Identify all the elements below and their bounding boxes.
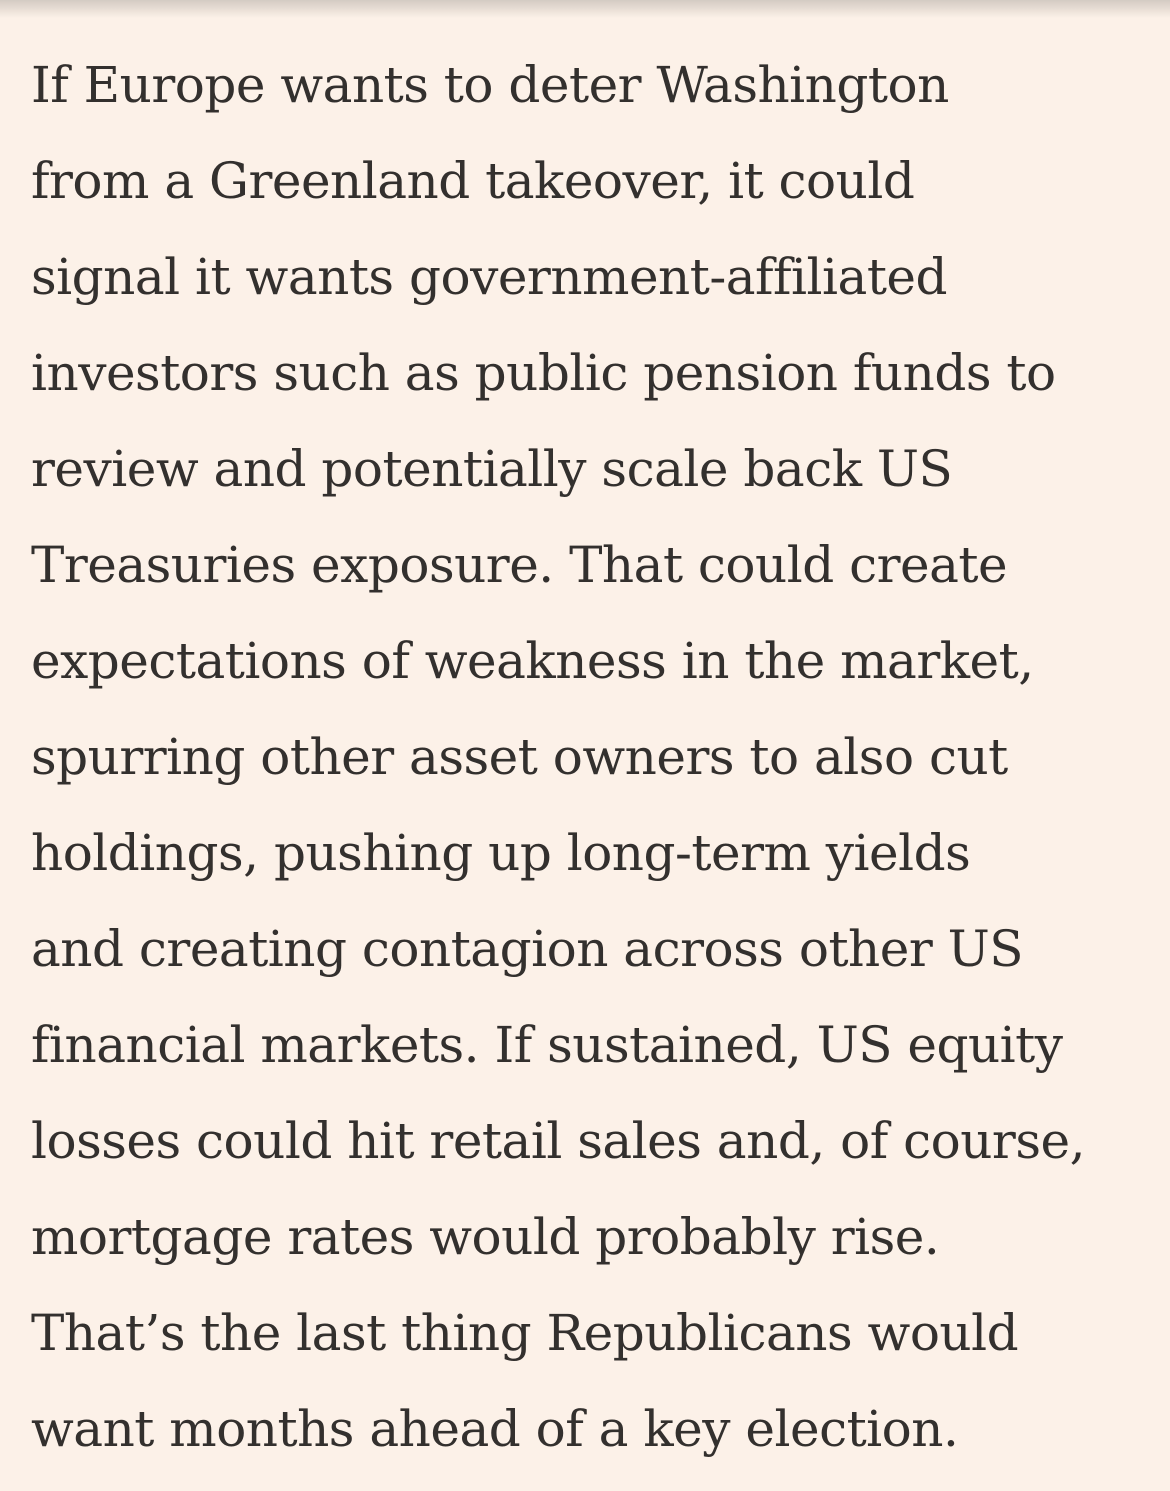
paragraph-line: and creating contagion across other US: [31, 920, 1024, 978]
paragraph-line: losses could hit retail sales and, of co…: [31, 1112, 1085, 1170]
paragraph-line: want months ahead of a key election.: [31, 1400, 959, 1458]
paragraph-line: Treasuries exposure. That could create: [31, 536, 1008, 594]
top-shadow: [0, 0, 1170, 18]
article-body: If Europe wants to deter Washington from…: [31, 37, 1151, 1477]
paragraph-line: review and potentially scale back US: [31, 440, 953, 498]
paragraph-line: signal it wants government-affiliated: [31, 248, 948, 306]
paragraph-line: spurring other asset owners to also cut: [31, 728, 1008, 786]
paragraph-line: mortgage rates would probably rise.: [31, 1208, 940, 1266]
article-paragraph: If Europe wants to deter Washington from…: [31, 37, 1151, 1477]
paragraph-line: from a Greenland takeover, it could: [31, 152, 915, 210]
paragraph-line: If Europe wants to deter Washington: [31, 56, 949, 114]
paragraph-line: investors such as public pension funds t…: [31, 344, 1056, 402]
paragraph-line: That’s the last thing Republicans would: [31, 1304, 1019, 1362]
paragraph-line: holdings, pushing up long-term yields: [31, 824, 971, 882]
paragraph-line: financial markets. If sustained, US equi…: [31, 1016, 1063, 1074]
paragraph-line: expectations of weakness in the market,: [31, 632, 1034, 690]
